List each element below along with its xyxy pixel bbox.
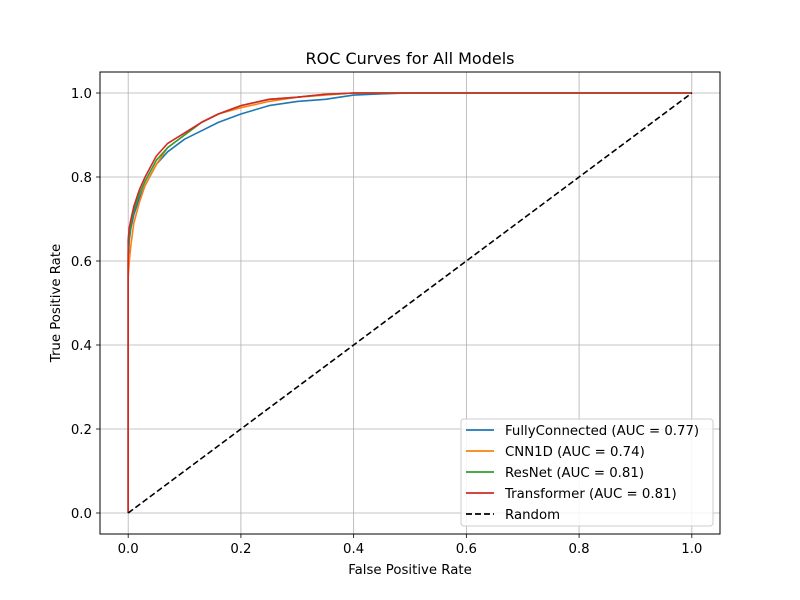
- y-axis-label: True Positive Rate: [49, 244, 64, 363]
- grid-lines: [100, 72, 720, 534]
- chart-title: ROC Curves for All Models: [306, 49, 515, 68]
- y-tick-label: 0.4: [71, 339, 92, 354]
- y-tick-label: 0.6: [71, 255, 92, 270]
- plot-frame: [99, 71, 721, 535]
- axis-ticks: 0.0 0.2 0.4 0.6 0.8 1.0 0.0 0.2 0.4 0.6 0.8 1.0: [71, 87, 703, 557]
- legend-label-4: Random: [505, 508, 560, 523]
- y-tick-label: 0.0: [71, 507, 92, 522]
- x-tick-label: 0.8: [569, 542, 590, 557]
- legend-label-0: FullyConnected (AUC = 0.77): [505, 424, 699, 439]
- x-tick-label: 0.6: [456, 542, 477, 557]
- y-tick-label: 1.0: [71, 87, 92, 102]
- legend-label-1: CNN1D (AUC = 0.74): [505, 445, 645, 460]
- x-axis-label: False Positive Rate: [348, 563, 472, 578]
- series-line-4: [127, 92, 693, 514]
- x-tick-label: 0.4: [343, 542, 364, 557]
- series-line-3: [127, 92, 692, 513]
- x-tick-label: 0.2: [230, 542, 251, 557]
- x-tick-label: 0.0: [118, 542, 139, 557]
- legend: FullyConnected (AUC = 0.77) CNN1D (AUC = …: [460, 418, 714, 527]
- x-tick-label: 1.0: [681, 542, 702, 557]
- legend-label-2: ResNet (AUC = 0.81): [505, 466, 644, 481]
- legend-box: [460, 418, 714, 527]
- legend-label-3: Transformer (AUC = 0.81): [504, 487, 677, 502]
- y-tick-label: 0.8: [71, 171, 92, 186]
- plot-series: [127, 92, 693, 514]
- y-tick-label: 0.2: [71, 423, 92, 438]
